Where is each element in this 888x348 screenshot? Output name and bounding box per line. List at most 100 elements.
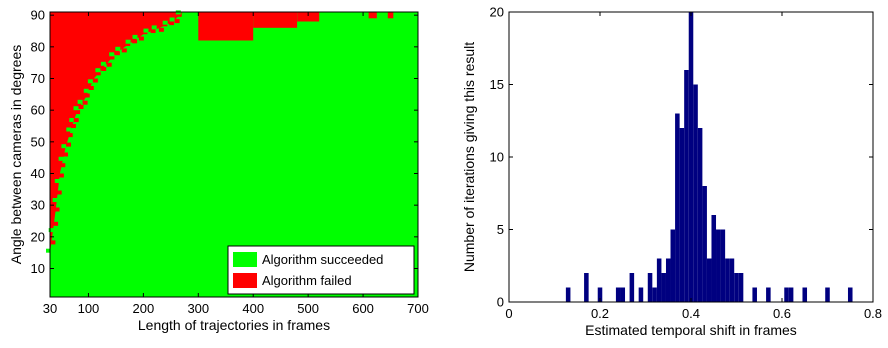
heatmap-y-ticks: 10 20 30 40 50 60 70 80 90 [31, 8, 418, 276]
failure-main-region [50, 12, 182, 253]
x-tick-label: 0.4 [682, 306, 700, 321]
histogram-bar [565, 287, 571, 302]
success-edge-cell [87, 79, 93, 84]
y-tick-label: 80 [31, 39, 45, 54]
histogram-bar [629, 273, 635, 302]
success-edge-cell [125, 39, 131, 44]
success-edge-cell [162, 20, 168, 25]
legend-swatch-failed [233, 273, 257, 288]
y-tick-label: 5 [497, 222, 504, 237]
failure-edge-cell [50, 240, 56, 245]
histogram-y-ticks: 0 5 10 15 20 [490, 5, 873, 310]
histogram-bars [565, 12, 853, 302]
heatmap-panel: 30 100 200 300 400 500 600 700 10 20 30 40 50 60 70 80… [8, 8, 429, 333]
failure-patch [387, 12, 394, 19]
failure-edge-cell [53, 221, 59, 226]
failure-edge-cell [78, 105, 84, 109]
failure-edge-cell [56, 190, 62, 195]
legend-swatch-succeeded [233, 252, 257, 267]
histogram-bar [697, 128, 703, 302]
failure-edge-cell [121, 48, 127, 53]
histogram-bar [725, 258, 730, 302]
y-tick-label: 10 [31, 261, 45, 276]
histogram-bar [675, 113, 680, 302]
success-edge-cell [143, 28, 149, 33]
x-tick-label: 0 [505, 306, 512, 321]
success-edge-cell [95, 68, 101, 73]
failure-edge-cell [101, 67, 107, 71]
failure-edge-cell [169, 21, 175, 26]
histogram-bar [665, 258, 671, 302]
failure-edge-cell [54, 207, 60, 212]
y-tick-label: 15 [490, 77, 504, 92]
histogram-bar [638, 287, 644, 302]
success-edge-cell [83, 88, 89, 93]
histogram-bar [729, 258, 735, 302]
histogram-bar [738, 273, 744, 302]
histogram-bar [647, 273, 653, 302]
legend-box [227, 245, 415, 295]
success-edge-cell [66, 127, 72, 132]
failure-patch [253, 12, 298, 28]
x-tick-label: 0.8 [864, 306, 882, 321]
legend-label-failed: Algorithm failed [262, 273, 352, 288]
histogram-bar [702, 186, 707, 302]
failure-edge-cell [66, 142, 71, 147]
failure-edge-cell [73, 118, 79, 123]
y-tick-label: 90 [31, 8, 45, 23]
failure-patch [297, 12, 320, 22]
failure-edge-cell [75, 110, 81, 115]
legend-label-succeeded: Algorithm succeeded [262, 252, 383, 267]
histogram-x-ticks: 0 0.2 0.4 0.6 0.8 [505, 12, 882, 321]
y-tick-label: 50 [31, 134, 45, 149]
y-tick-label: 60 [31, 103, 45, 118]
failure-edge-cell [84, 93, 90, 98]
success-edge-cell [58, 156, 64, 161]
histogram-bar [788, 287, 794, 302]
histogram-x-axis-label: Estimated temporal shift in frames [585, 322, 797, 338]
failure-patch [198, 12, 254, 41]
histogram-bar [802, 287, 808, 302]
histogram-bar [734, 273, 739, 302]
success-edge-cell [132, 34, 138, 39]
x-tick-label: 300 [187, 301, 209, 316]
heatmap-failure-region [46, 10, 394, 253]
y-tick-label: 40 [31, 166, 45, 181]
success-edge-cell [46, 248, 51, 253]
histogram-bar [597, 287, 603, 302]
failure-edge-cell [60, 163, 66, 168]
histogram-bar [670, 229, 676, 302]
failure-edge-cell [132, 39, 138, 44]
success-edge-cell [169, 17, 175, 22]
histogram-bar [720, 229, 726, 302]
failure-edge-cell [92, 78, 98, 83]
success-edge-cell [77, 99, 83, 104]
histogram-panel: 0 0.2 0.4 0.6 0.8 0 5 10 15 20 Estimated tempora… [461, 5, 882, 339]
failure-edge-cell [88, 86, 94, 90]
histogram-bar [652, 287, 657, 302]
histogram-bar [684, 70, 689, 302]
histogram-bar [784, 287, 789, 302]
failure-edge-cell [106, 62, 112, 67]
histogram-bar [693, 84, 698, 302]
heatmap-y-axis-label: Angle between cameras in degrees [8, 45, 24, 264]
success-edge-cell [100, 61, 106, 66]
x-tick-label: 30 [43, 301, 57, 316]
failure-patch [368, 12, 377, 19]
failure-edge-cell [71, 124, 76, 128]
x-tick-label: 200 [133, 301, 155, 316]
failure-edge-cell [82, 100, 88, 105]
failure-edge-cell [150, 29, 156, 33]
x-tick-label: 400 [242, 301, 264, 316]
x-tick-label: 100 [78, 301, 100, 316]
failure-edge-cell [95, 71, 101, 76]
heatmap-legend: Algorithm succeeded Algorithm failed [227, 245, 415, 295]
failure-edge-cell [125, 42, 131, 46]
histogram-bar [661, 273, 666, 302]
histogram-bar [766, 287, 771, 302]
failure-edge-cell [176, 12, 182, 17]
x-tick-label: 600 [352, 301, 374, 316]
failure-edge-cell [138, 36, 144, 41]
failure-edge-cell [67, 133, 73, 138]
